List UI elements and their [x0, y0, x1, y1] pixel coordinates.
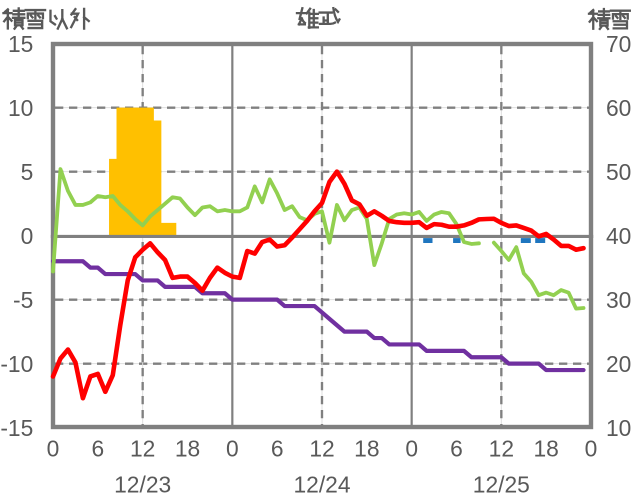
svg-text:-10: -10 — [0, 351, 33, 377]
svg-text:5: 5 — [21, 159, 34, 185]
svg-text:12: 12 — [489, 436, 514, 462]
svg-text:12: 12 — [309, 436, 334, 462]
svg-text:0: 0 — [47, 436, 60, 462]
svg-text:0: 0 — [21, 223, 34, 249]
svg-text:12/25: 12/25 — [473, 472, 530, 498]
svg-text:30: 30 — [606, 287, 631, 313]
svg-text:6: 6 — [91, 436, 104, 462]
svg-text:0: 0 — [585, 436, 598, 462]
svg-text:20: 20 — [606, 351, 631, 377]
svg-text:10: 10 — [606, 415, 631, 441]
svg-text:18: 18 — [354, 436, 379, 462]
svg-text:60: 60 — [606, 95, 631, 121]
svg-text:0: 0 — [405, 436, 418, 462]
svg-text:12/23: 12/23 — [114, 472, 171, 498]
svg-text:12/24: 12/24 — [293, 472, 350, 498]
svg-text:10: 10 — [8, 95, 33, 121]
svg-text:50: 50 — [606, 159, 631, 185]
svg-text:6: 6 — [271, 436, 284, 462]
svg-text:0: 0 — [226, 436, 239, 462]
svg-text:18: 18 — [175, 436, 200, 462]
svg-text:-5: -5 — [13, 287, 33, 313]
svg-text:40: 40 — [606, 223, 631, 249]
svg-text:18: 18 — [533, 436, 558, 462]
svg-text:6: 6 — [450, 436, 463, 462]
svg-text:12: 12 — [130, 436, 155, 462]
svg-text:15: 15 — [8, 31, 33, 57]
svg-text:70: 70 — [606, 31, 631, 57]
svg-text:-15: -15 — [0, 415, 33, 441]
